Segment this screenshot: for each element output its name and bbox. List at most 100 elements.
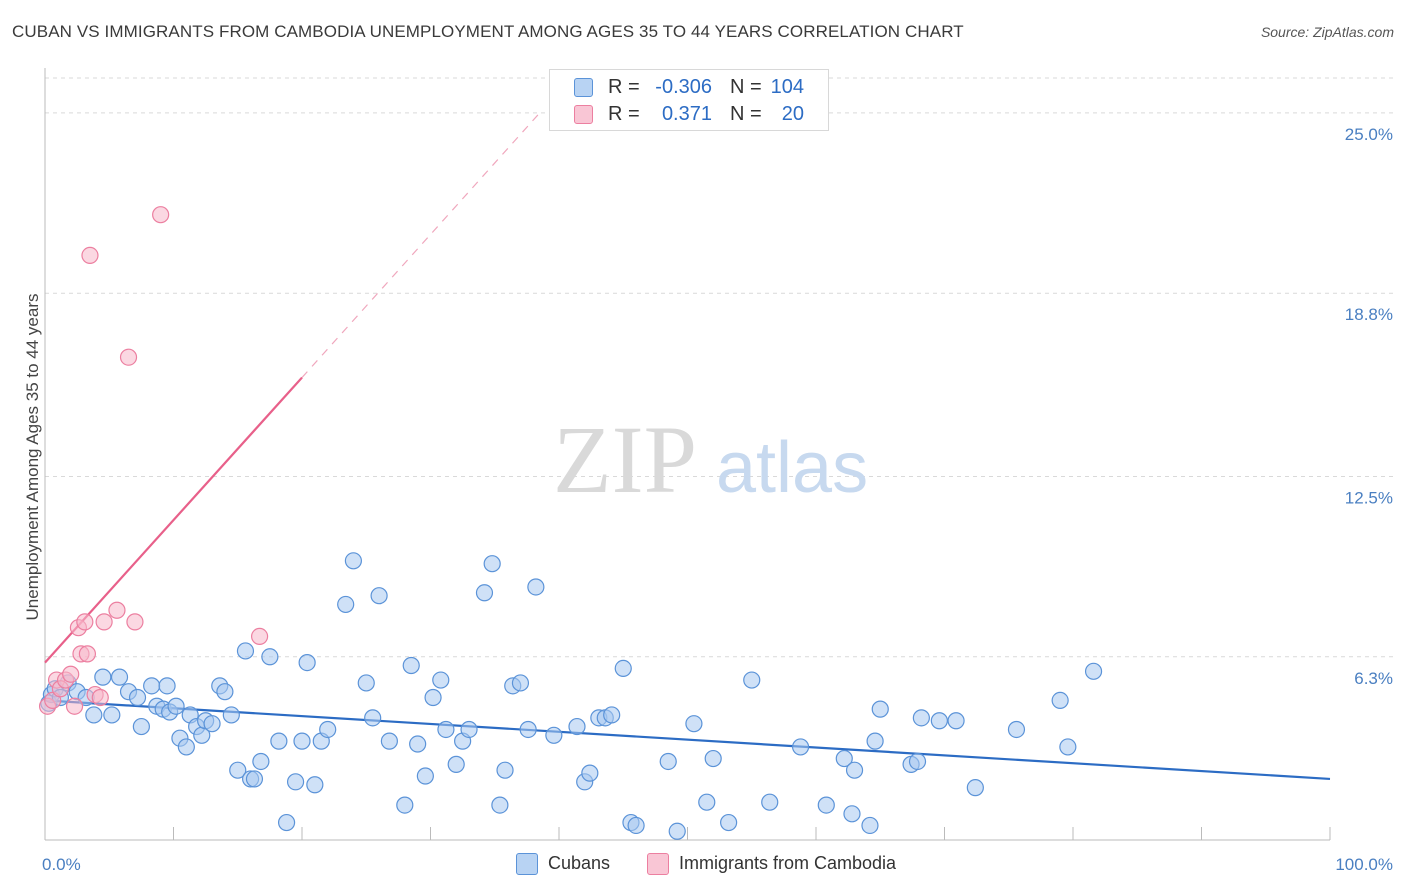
cubans-point — [835, 749, 853, 768]
cubans-point — [402, 656, 420, 675]
cubans-point — [128, 688, 147, 707]
cubans-point — [245, 770, 264, 788]
cubans-point — [167, 697, 185, 715]
cubans-point — [103, 706, 121, 724]
cambodia-point — [108, 601, 126, 619]
cubans-point — [475, 584, 494, 602]
cambodia-point — [119, 348, 138, 366]
cubans-point — [871, 700, 889, 718]
cubans-point — [1084, 662, 1103, 680]
cubans-legend-swatch — [516, 853, 538, 875]
cubans-point — [85, 706, 103, 724]
y-tick-label: 6.3% — [1354, 669, 1393, 688]
cubans-point — [704, 749, 722, 768]
cubans-point — [286, 773, 305, 791]
cubans-point — [364, 709, 382, 727]
cubans-point — [614, 659, 632, 678]
cubans-point — [568, 717, 586, 736]
cubans-point — [416, 767, 434, 785]
cambodia-point — [65, 697, 84, 715]
correlation-legend: R = -0.306 N = 104 R = 0.371 N = 20 — [549, 69, 829, 131]
cubans-point — [319, 720, 337, 739]
y-tick-label: 12.5% — [1345, 488, 1393, 507]
y-tick-label: 18.8% — [1345, 305, 1393, 324]
cubans-point — [344, 552, 362, 570]
cubans-point — [668, 822, 686, 840]
cubans-point — [627, 816, 645, 835]
cubans-point — [491, 796, 509, 814]
cambodia-point — [81, 246, 99, 265]
cubans-point — [298, 653, 316, 672]
cubans-point — [843, 805, 861, 823]
cubans-point — [447, 755, 465, 773]
cubans-point — [791, 738, 810, 756]
cambodia-point — [78, 645, 97, 663]
cubans-point — [94, 668, 112, 686]
cubans-point — [581, 764, 599, 782]
cubans-point — [527, 578, 545, 596]
cubans-point — [293, 732, 311, 750]
cubans-point — [236, 642, 255, 660]
cubans-point — [519, 720, 537, 739]
x-tick-label: 0.0% — [42, 855, 81, 874]
source-credit: Source: ZipAtlas.com — [1260, 24, 1394, 40]
data-points — [38, 206, 1103, 840]
gridlines — [45, 77, 1395, 658]
cambodia-point — [95, 613, 113, 631]
cambodia-point — [91, 688, 109, 707]
cubans-point — [177, 738, 195, 756]
cubans-point — [720, 813, 738, 832]
cambodia-point — [76, 613, 94, 631]
cambodia-trendline-extension — [301, 112, 541, 378]
cubans-point — [511, 674, 530, 692]
cubans-point — [437, 720, 455, 739]
n-label: N = — [730, 103, 762, 125]
cubans-point — [947, 712, 965, 730]
watermark-zip: ZIP — [553, 406, 697, 513]
cubans-point — [216, 683, 234, 701]
cambodia-legend-swatch — [647, 853, 669, 875]
cubans-point — [158, 677, 176, 695]
cubans-point — [761, 793, 779, 811]
cubans-point — [698, 793, 716, 811]
cubans-point — [132, 717, 150, 736]
cambodia-point — [62, 665, 80, 683]
cubans-legend-label: Cubans — [548, 853, 611, 873]
cubans-point — [370, 587, 388, 605]
cubans-point — [222, 706, 240, 724]
cubans-point — [845, 761, 864, 779]
chart-title: CUBAN VS IMMIGRANTS FROM CAMBODIA UNEMPL… — [12, 22, 964, 41]
cambodia-point — [250, 627, 269, 646]
cubans-point — [409, 735, 427, 753]
cubans-point — [545, 726, 563, 744]
cubans-point — [908, 752, 927, 771]
cubans-point — [912, 709, 930, 727]
cubans-point — [659, 752, 677, 771]
cubans-r-value: -0.306 — [655, 76, 712, 98]
cubans-point — [866, 732, 884, 750]
axes — [44, 68, 1331, 841]
cubans-point — [966, 779, 984, 797]
y-axis-label: Unemployment Among Ages 35 to 44 years — [23, 294, 42, 621]
watermark-atlas: atlas — [716, 428, 868, 508]
cubans-point — [110, 668, 129, 686]
cubans-point — [380, 732, 398, 750]
cubans-point — [270, 732, 288, 750]
cubans-point — [1059, 738, 1077, 756]
x-tick-label: 100.0% — [1335, 855, 1393, 874]
cubans-point — [306, 776, 324, 794]
cubans-point — [203, 715, 221, 733]
cubans-point — [396, 796, 414, 814]
cambodia-n-value: 20 — [781, 103, 804, 125]
cambodia-r-value: 0.371 — [661, 103, 712, 125]
cubans-point — [930, 712, 948, 730]
cubans-point — [743, 671, 761, 689]
cambodia-point — [152, 206, 170, 224]
cubans-point — [817, 796, 835, 814]
cubans-point — [277, 813, 296, 832]
cubans-point — [229, 761, 247, 779]
cambodia-swatch — [574, 105, 593, 124]
r-label: R = — [608, 76, 640, 98]
cubans-point — [337, 595, 355, 614]
